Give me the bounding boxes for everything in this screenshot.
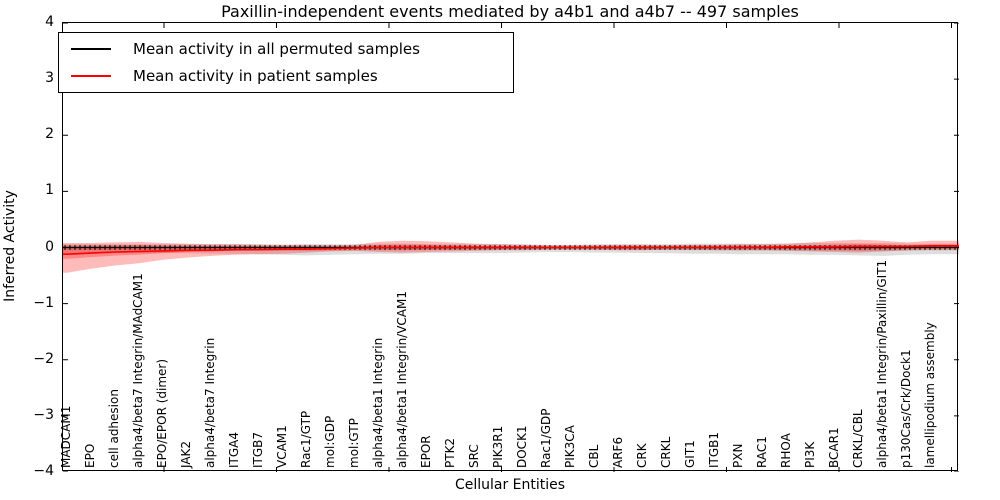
y-tick-label: −1 (33, 294, 54, 311)
permuted-line-swatch (71, 47, 111, 50)
legend-label-permuted: Mean activity in all permuted samples (133, 39, 420, 58)
patient-mean-line (63, 245, 959, 255)
y-tick-label: 4 (45, 14, 54, 30)
legend-row-permuted: Mean activity in all permuted samples (59, 37, 513, 61)
chart-canvas (63, 23, 959, 472)
legend-row-patient: Mean activity in patient samples (59, 65, 513, 89)
y-tick-label: 3 (45, 70, 54, 87)
y-tick-label: −2 (33, 350, 54, 367)
y-tick-label: −3 (33, 406, 54, 423)
legend: Mean activity in all permuted samples Me… (58, 32, 514, 93)
axis-ticks (63, 23, 959, 472)
y-tick-label: −4 (33, 463, 54, 479)
x-axis-label: Cellular Entities (454, 477, 566, 493)
chart-title: Paxillin-independent events mediated by … (221, 2, 799, 21)
y-tick-label: 2 (45, 126, 54, 143)
legend-label-patient: Mean activity in patient samples (133, 67, 378, 86)
patient-line-swatch (71, 75, 111, 78)
y-tick-label: 1 (45, 182, 54, 199)
y-tick-label: 0 (45, 238, 54, 255)
plot-area (62, 22, 959, 472)
patient-band-area-outer (63, 239, 959, 273)
